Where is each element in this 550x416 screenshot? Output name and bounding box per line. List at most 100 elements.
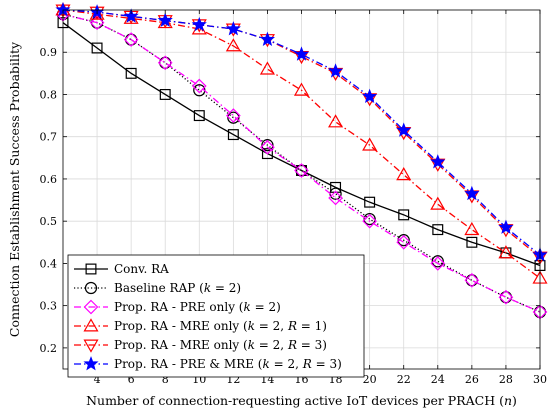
data-point (464, 272, 480, 288)
data-point (260, 139, 275, 155)
data-point (193, 110, 205, 122)
legend: Conv. RA Baseline RAP (k = 2) Prop. RA - P… (67, 254, 365, 378)
x-tick-label: 6 (128, 373, 135, 386)
legend-label: Prop. RA - PRE only (k = 2) (114, 300, 281, 314)
data-point (227, 129, 239, 141)
legend-marker (85, 263, 97, 275)
data-point (261, 139, 274, 152)
data-point (296, 165, 307, 176)
legend-entry: Conv. RA (74, 262, 169, 276)
legend-marker (83, 356, 99, 371)
data-point (259, 61, 275, 75)
y-tick-label: 0.5 (40, 215, 58, 228)
legend-label: Baseline RAP (k = 2) (114, 281, 241, 295)
data-point (293, 46, 310, 61)
data-point (397, 234, 410, 247)
x-tick-label: 26 (465, 373, 479, 386)
data-point (125, 67, 137, 79)
data-point (362, 137, 378, 151)
data-point (89, 15, 105, 31)
data-point (396, 167, 412, 181)
data-point (499, 291, 513, 304)
legend-marker (83, 339, 99, 353)
data-point (125, 33, 138, 46)
data-point (498, 245, 514, 259)
data-point (498, 289, 514, 305)
data-point (430, 196, 446, 210)
data-point (157, 55, 173, 71)
data-point (225, 21, 241, 36)
legend-marker (83, 318, 99, 332)
x-tick-label: 20 (363, 373, 377, 386)
series-line (62, 9, 541, 279)
legend-entry: Prop. RA - MRE only (k = 2, R = 1) (74, 318, 327, 333)
y-axis-label: Connection Establishment Success Probabi… (7, 41, 22, 337)
legend-marker (83, 299, 99, 315)
data-point (396, 122, 412, 137)
data-point (328, 114, 344, 128)
x-tick-label: 22 (397, 373, 411, 386)
data-point (295, 164, 308, 177)
data-point (430, 154, 446, 169)
x-tick-label: 8 (162, 373, 169, 386)
legend-box (67, 254, 365, 378)
data-point (225, 38, 241, 52)
data-point (362, 213, 377, 229)
data-point (157, 12, 173, 27)
y-tick-label: 0.8 (40, 88, 58, 101)
x-tick-label: 24 (431, 373, 445, 386)
data-point (465, 274, 478, 287)
data-point (261, 148, 273, 160)
series-line (62, 22, 541, 267)
series-line (62, 9, 541, 258)
y-tick-label: 0.9 (40, 46, 58, 59)
legend-label: Prop. RA - PRE & MRE (k = 2, R = 3) (114, 357, 342, 371)
data-point (432, 224, 444, 236)
legend-marker (84, 281, 98, 295)
legend-label: Conv. RA (114, 262, 169, 276)
y-tick-label: 0.2 (40, 342, 58, 355)
series-group (55, 2, 548, 320)
y-tick-label: 0.6 (40, 173, 58, 186)
legend-entry: Prop. RA - PRE & MRE (k = 2, R = 3) (74, 356, 342, 371)
series-line (62, 9, 541, 256)
data-point (191, 78, 207, 94)
data-point (398, 209, 410, 221)
legend-label: Prop. RA - MRE only (k = 2, R = 1) (114, 319, 327, 333)
data-point (226, 108, 241, 123)
data-point (123, 8, 139, 23)
x-tick-label: 28 (499, 373, 513, 386)
y-tick-label: 0.4 (40, 257, 58, 270)
series-3 (55, 6, 548, 320)
data-point (191, 16, 207, 32)
data-point (91, 42, 103, 54)
data-point (90, 16, 104, 29)
data-point (364, 196, 376, 208)
data-point (159, 88, 171, 100)
x-tick-label: 4 (94, 373, 101, 386)
legend-entry: Prop. RA - PRE only (k = 2) (74, 299, 281, 315)
series-line (62, 13, 541, 313)
legend-entry: Prop. RA - MRE only (k = 2, R = 3) (74, 338, 327, 353)
data-point (259, 31, 275, 46)
data-point (227, 111, 240, 124)
data-point (498, 219, 514, 234)
data-point (362, 88, 378, 103)
data-point (396, 234, 412, 250)
data-point (293, 82, 310, 96)
data-point (159, 56, 172, 69)
data-point (123, 32, 139, 47)
data-point (328, 63, 344, 78)
data-point (430, 256, 446, 271)
data-point (431, 255, 444, 268)
legend-label: Prop. RA - MRE only (k = 2, R = 3) (114, 338, 327, 352)
data-point (328, 190, 343, 206)
y-tick-label: 0.3 (40, 300, 58, 313)
data-point (464, 221, 480, 236)
data-point (294, 163, 309, 178)
legend-entry: Baseline RAP (k = 2) (74, 281, 241, 295)
series-6 (55, 2, 548, 262)
y-tick-label: 0.7 (40, 131, 58, 144)
data-point (466, 236, 478, 248)
